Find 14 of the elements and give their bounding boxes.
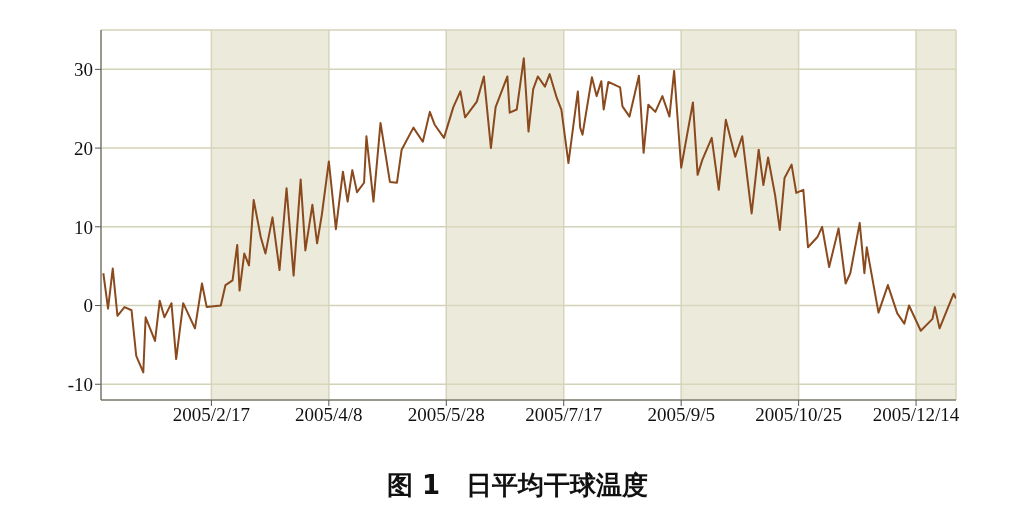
x-tick-label: 2005/7/17 [525, 404, 603, 426]
line-series [102, 57, 956, 374]
y-tick-label: 10 [74, 216, 93, 238]
x-tick-label: 2005/9/5 [647, 404, 715, 426]
x-tick-label: 2005/12/14 [872, 404, 960, 426]
text: 图 1 日平均干球温度 [385, 469, 650, 502]
x-tick-label: 2005/10/25 [755, 404, 842, 426]
y-tick-label: 20 [74, 137, 93, 159]
x-tick-label: 2005/5/28 [407, 404, 485, 426]
y-tick-label: 0 [83, 295, 93, 317]
y-tick-label: 30 [74, 59, 93, 81]
x-tick-label: 2005/2/17 [172, 404, 250, 426]
y-tick-label: -10 [67, 374, 93, 395]
x-tick-label: 2005/4/8 [295, 404, 363, 426]
